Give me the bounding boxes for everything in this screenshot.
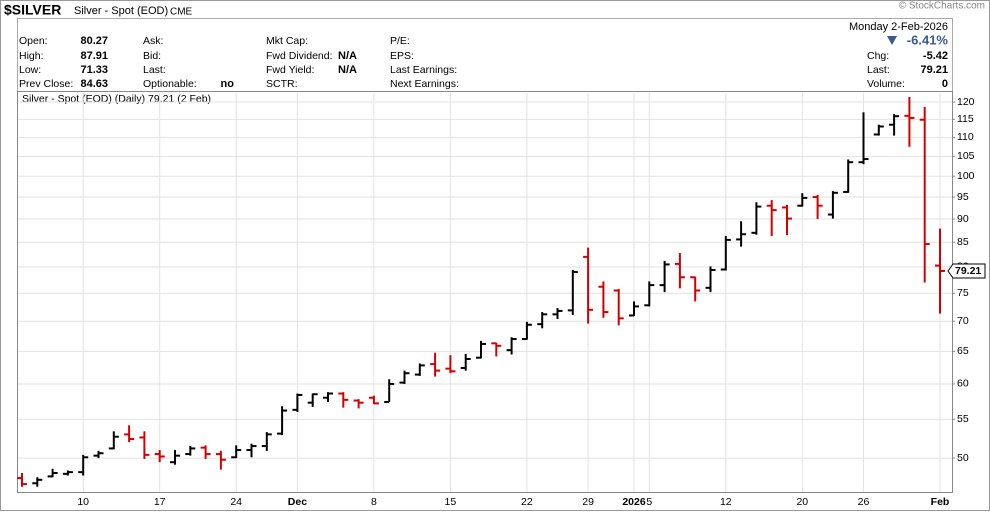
field-label: Optionable: bbox=[143, 78, 197, 90]
x-tick-label: 2026 bbox=[622, 496, 646, 508]
x-tick-label: 8 bbox=[371, 496, 377, 508]
field-value: 71.33 bbox=[80, 64, 108, 76]
field-value: N/A bbox=[338, 50, 357, 62]
y-tick-label: 75 bbox=[957, 287, 969, 299]
watermark: © StockCharts.com bbox=[899, 1, 985, 12]
field-label: P/E: bbox=[390, 35, 410, 47]
field-label: Mkt Cap: bbox=[266, 35, 308, 47]
field-label: Bid: bbox=[143, 50, 161, 62]
x-tick-label: 5 bbox=[646, 496, 652, 508]
x-tick-label: 20 bbox=[796, 496, 808, 508]
symbol: $SILVER bbox=[4, 2, 61, 18]
field-label: SCTR: bbox=[266, 78, 298, 90]
y-tick-label: 55 bbox=[957, 413, 969, 425]
change-pct: -6.41% bbox=[907, 32, 949, 47]
price-flag bbox=[947, 263, 986, 279]
y-tick-label: 110 bbox=[957, 131, 974, 143]
field-label: Last: bbox=[143, 64, 166, 76]
field-label: Prev Close: bbox=[19, 78, 73, 90]
date: Monday 2-Feb-2026 bbox=[849, 21, 948, 33]
x-tick-label: 17 bbox=[154, 496, 166, 508]
chart-legend: Silver - Spot (EOD) (Daily) 79.21 (2 Feb… bbox=[22, 93, 211, 105]
security-name: Silver - Spot (EOD) bbox=[74, 5, 168, 17]
x-tick-label: 22 bbox=[521, 496, 533, 508]
field-label: Fwd Yield: bbox=[266, 64, 314, 76]
x-tick-label: 15 bbox=[445, 496, 457, 508]
x-tick-label: 26 bbox=[858, 496, 870, 508]
x-tick-label: 29 bbox=[582, 496, 594, 508]
field-label: Next Earnings: bbox=[390, 78, 459, 90]
field-label: Fwd Dividend: bbox=[266, 50, 333, 62]
x-tick-label: Feb bbox=[931, 496, 950, 508]
y-tick-label: 85 bbox=[957, 236, 969, 248]
field-value: 84.63 bbox=[80, 78, 108, 90]
summary-label: Chg: bbox=[867, 50, 889, 62]
field-value: 80.27 bbox=[80, 35, 108, 47]
summary-label: Last: bbox=[867, 64, 890, 76]
y-tick-label: 105 bbox=[957, 150, 975, 162]
y-tick-label: 120 bbox=[957, 96, 975, 108]
summary-value: -5.42 bbox=[923, 50, 948, 62]
plot-area bbox=[17, 91, 953, 493]
field-label: EPS: bbox=[390, 50, 414, 62]
y-tick-label: 90 bbox=[957, 213, 969, 225]
field-label: Open: bbox=[19, 35, 48, 47]
y-tick-label: 100 bbox=[957, 170, 975, 182]
field-value: N/A bbox=[338, 64, 357, 76]
y-tick-label: 95 bbox=[957, 191, 969, 203]
y-tick-label: 65 bbox=[957, 345, 969, 357]
field-label: Last Earnings: bbox=[390, 64, 457, 76]
down-arrow bbox=[887, 36, 897, 45]
field-label: Ask: bbox=[143, 35, 163, 47]
x-tick-label: Dec bbox=[288, 496, 307, 508]
exchange: CME bbox=[170, 7, 193, 18]
x-tick-label: 12 bbox=[720, 496, 732, 508]
field-value: 87.91 bbox=[80, 50, 108, 62]
y-tick-label: 50 bbox=[957, 452, 969, 464]
y-tick-label: 60 bbox=[957, 378, 969, 390]
y-tick-label: 70 bbox=[957, 315, 969, 327]
summary-label: Volume: bbox=[867, 78, 905, 90]
x-tick-label: 10 bbox=[77, 496, 89, 508]
info-panel bbox=[17, 18, 953, 92]
field-label: High: bbox=[19, 50, 44, 62]
y-tick-label: 115 bbox=[957, 113, 974, 125]
summary-value: 0 bbox=[942, 78, 948, 90]
x-tick-label: 24 bbox=[230, 496, 242, 508]
field-value: no bbox=[221, 78, 235, 90]
summary-value: 79.21 bbox=[920, 64, 948, 76]
price-flag-label: 79.21 bbox=[955, 265, 981, 277]
field-label: Low: bbox=[19, 64, 41, 76]
